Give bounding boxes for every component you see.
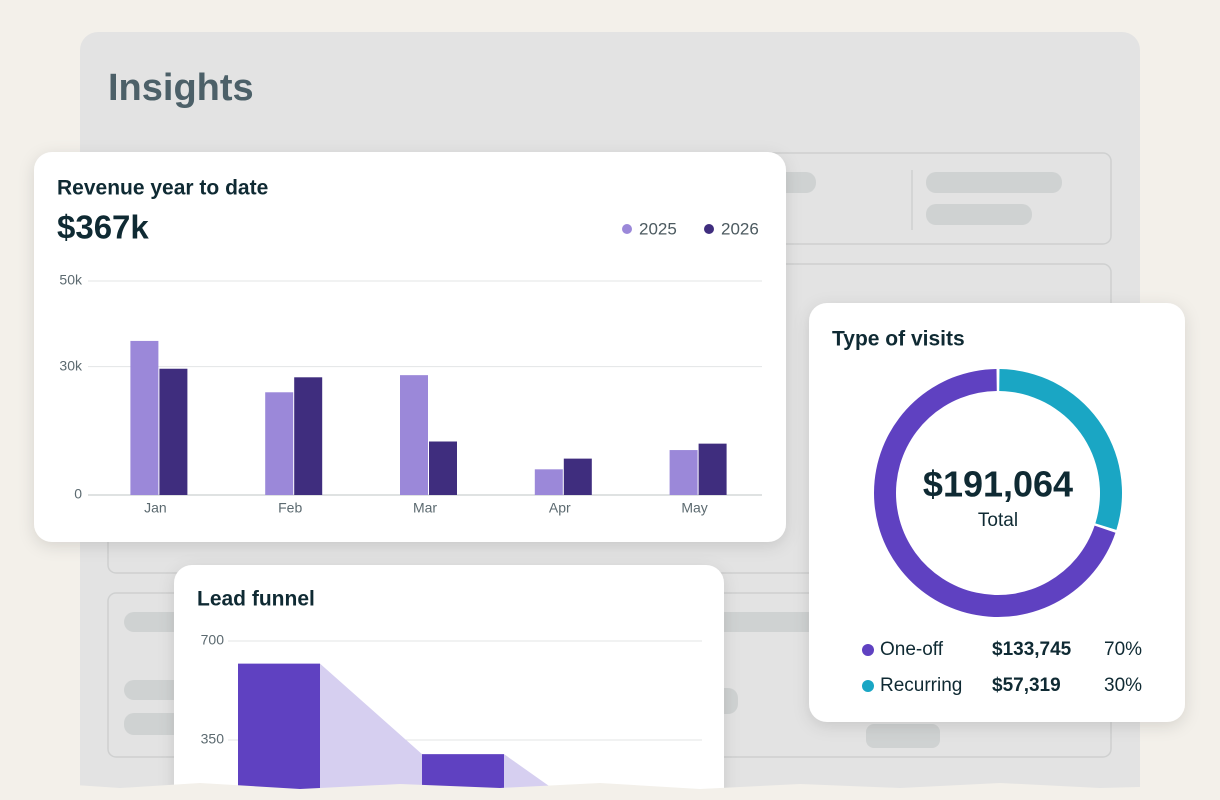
- x-tick-label: Apr: [549, 500, 571, 516]
- legend-amount: $57,319: [992, 675, 1061, 696]
- bar: [265, 392, 294, 495]
- legend-dot: [704, 224, 714, 234]
- bar: [534, 469, 563, 495]
- page-title: Insights: [108, 67, 254, 109]
- donut-caption: Total: [978, 510, 1018, 531]
- y-tick-label: 0: [74, 486, 82, 502]
- bar: [130, 340, 159, 495]
- legend-label: 2026: [721, 219, 759, 238]
- x-tick-label: Mar: [413, 500, 437, 516]
- x-tick-label: May: [681, 500, 707, 516]
- legend-dot: [862, 644, 874, 656]
- bar: [159, 368, 188, 495]
- bar: [400, 375, 428, 495]
- torn-edge: [0, 783, 1220, 800]
- revenue-card: [34, 152, 786, 542]
- legend-percent: 70%: [1104, 639, 1142, 660]
- bar: [669, 450, 698, 495]
- bar: [429, 441, 457, 495]
- donut-total: $191,064: [923, 464, 1073, 505]
- headline: $367k: [57, 209, 149, 246]
- y-tick-label: 50k: [59, 272, 83, 288]
- bar: [294, 377, 323, 495]
- donut-slice: [999, 369, 1122, 530]
- legend-percent: 30%: [1104, 675, 1142, 696]
- card-title: Type of visits: [832, 328, 965, 351]
- legend-amount: $133,745: [992, 639, 1072, 660]
- donut-chart: One-off $133,745 70% Recurring $57,319 30%: [862, 369, 1142, 696]
- y-tick-label: 700: [201, 632, 225, 648]
- y-tick-label: 30k: [59, 357, 83, 373]
- funnel-flow: [320, 663, 422, 800]
- bar: [563, 458, 592, 495]
- legend-dot: [622, 224, 632, 234]
- visits-card: [809, 303, 1185, 722]
- x-tick-label: Feb: [278, 500, 302, 516]
- legend-label: 2025: [639, 219, 677, 238]
- revenue-chart: 0 30k 50k 2025 2026 Jan Feb Mar Apr May: [59, 219, 762, 516]
- card-title: Lead funnel: [197, 588, 315, 611]
- bar: [698, 443, 727, 495]
- card-title: Revenue year to date: [57, 177, 268, 200]
- legend-dot: [862, 680, 874, 692]
- y-tick-label: 350: [201, 731, 225, 747]
- x-tick-label: Jan: [144, 500, 167, 516]
- legend-label: One-off: [880, 639, 944, 660]
- legend-label: Recurring: [880, 675, 962, 696]
- bar: [238, 663, 320, 800]
